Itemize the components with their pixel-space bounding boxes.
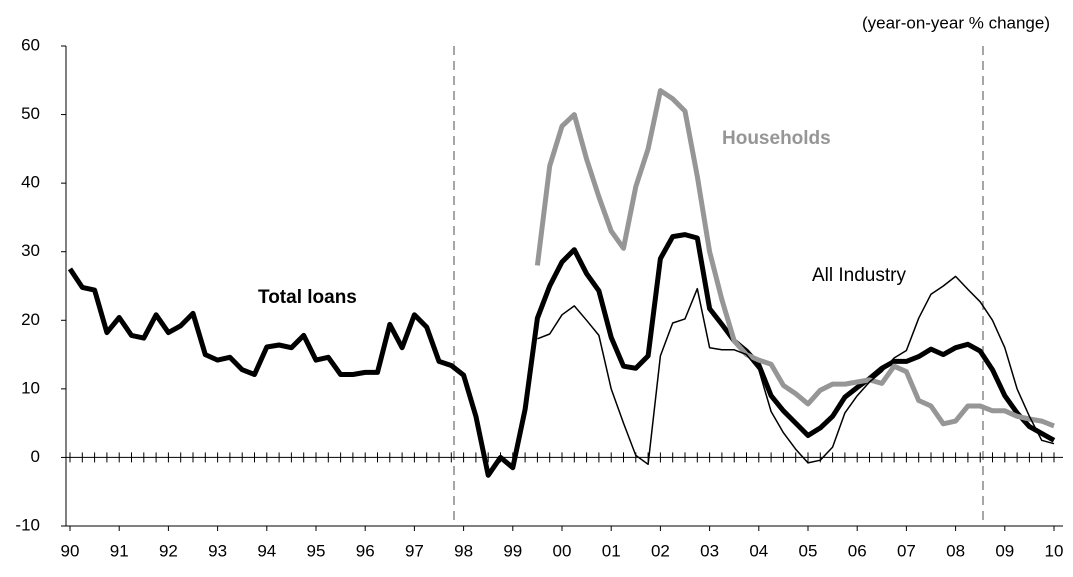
series-label: Households [722,128,831,149]
unit-label: (year-on-year % change) [862,13,1050,32]
x-tick-label: 94 [257,541,276,560]
x-tick-label: 97 [405,541,424,560]
series-line [537,275,1055,466]
x-tick-label: 09 [995,541,1014,560]
x-tick-label: 08 [946,541,965,560]
x-tick-label: 99 [503,541,522,560]
x-tick-label: 98 [454,541,473,560]
y-tick-label: 40 [21,173,40,192]
y-tick-label: -10 [15,515,40,534]
x-tick-label: 01 [602,541,621,560]
x-tick-label: 00 [553,541,572,560]
x-tick-label: 93 [208,541,227,560]
series-label: Total loans [258,287,357,308]
x-tick-label: 90 [61,541,80,560]
series-line [534,88,1055,429]
y-tick-label: 30 [21,241,40,260]
series-line [67,232,1056,478]
x-tick-label: 02 [651,541,670,560]
y-tick-label: 60 [21,35,40,54]
x-tick-label: 04 [749,541,768,560]
series-label: All Industry [812,265,906,286]
y-tick-label: 50 [21,104,40,123]
x-tick-label: 91 [110,541,129,560]
x-tick-label: 96 [356,541,375,560]
x-tick-label: 05 [799,541,818,560]
x-tick-label: 07 [897,541,916,560]
x-tick-label: 03 [700,541,719,560]
x-tick-label: 06 [848,541,867,560]
y-tick-label: 20 [21,310,40,329]
x-tick-label: 92 [159,541,178,560]
y-tick-label: 0 [31,447,40,466]
x-tick-label: 95 [307,541,326,560]
y-tick-label: 10 [21,378,40,397]
x-tick-label: 10 [1045,541,1064,560]
